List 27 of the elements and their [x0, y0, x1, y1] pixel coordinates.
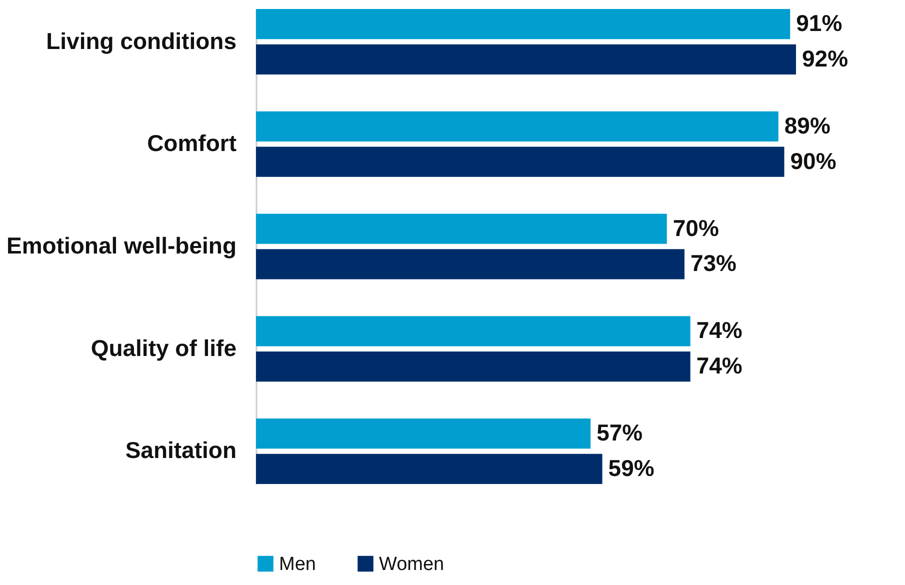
bar: [256, 44, 796, 75]
data-label: 70%: [672, 214, 719, 241]
bar: [256, 316, 690, 346]
y-tick-label: Quality of life: [90, 334, 236, 361]
data-label: 92%: [802, 45, 848, 72]
data-label: 74%: [696, 317, 742, 344]
bar: [256, 454, 602, 484]
data-label: 57%: [596, 420, 643, 446]
y-tick-label: Sanitation: [125, 437, 236, 464]
data-label: 89%: [784, 112, 830, 138]
bar: [256, 418, 591, 449]
data-label: 91%: [796, 10, 842, 36]
legend-label: Women: [379, 554, 444, 575]
data-label: 90%: [790, 148, 836, 174]
bar: [256, 249, 684, 280]
y-tick-label: Living conditions: [46, 28, 236, 54]
bar: [256, 111, 778, 142]
legend-label: Men: [279, 554, 316, 575]
bar: [256, 214, 667, 244]
bar: [256, 146, 784, 177]
data-label: 73%: [690, 250, 737, 276]
bar: [256, 352, 690, 382]
bar: [256, 9, 790, 40]
data-label: 74%: [696, 352, 742, 379]
y-tick-label: Emotional well-being: [6, 232, 236, 258]
data-label: 59%: [608, 454, 654, 481]
y-tick-label: Comfort: [147, 130, 237, 156]
